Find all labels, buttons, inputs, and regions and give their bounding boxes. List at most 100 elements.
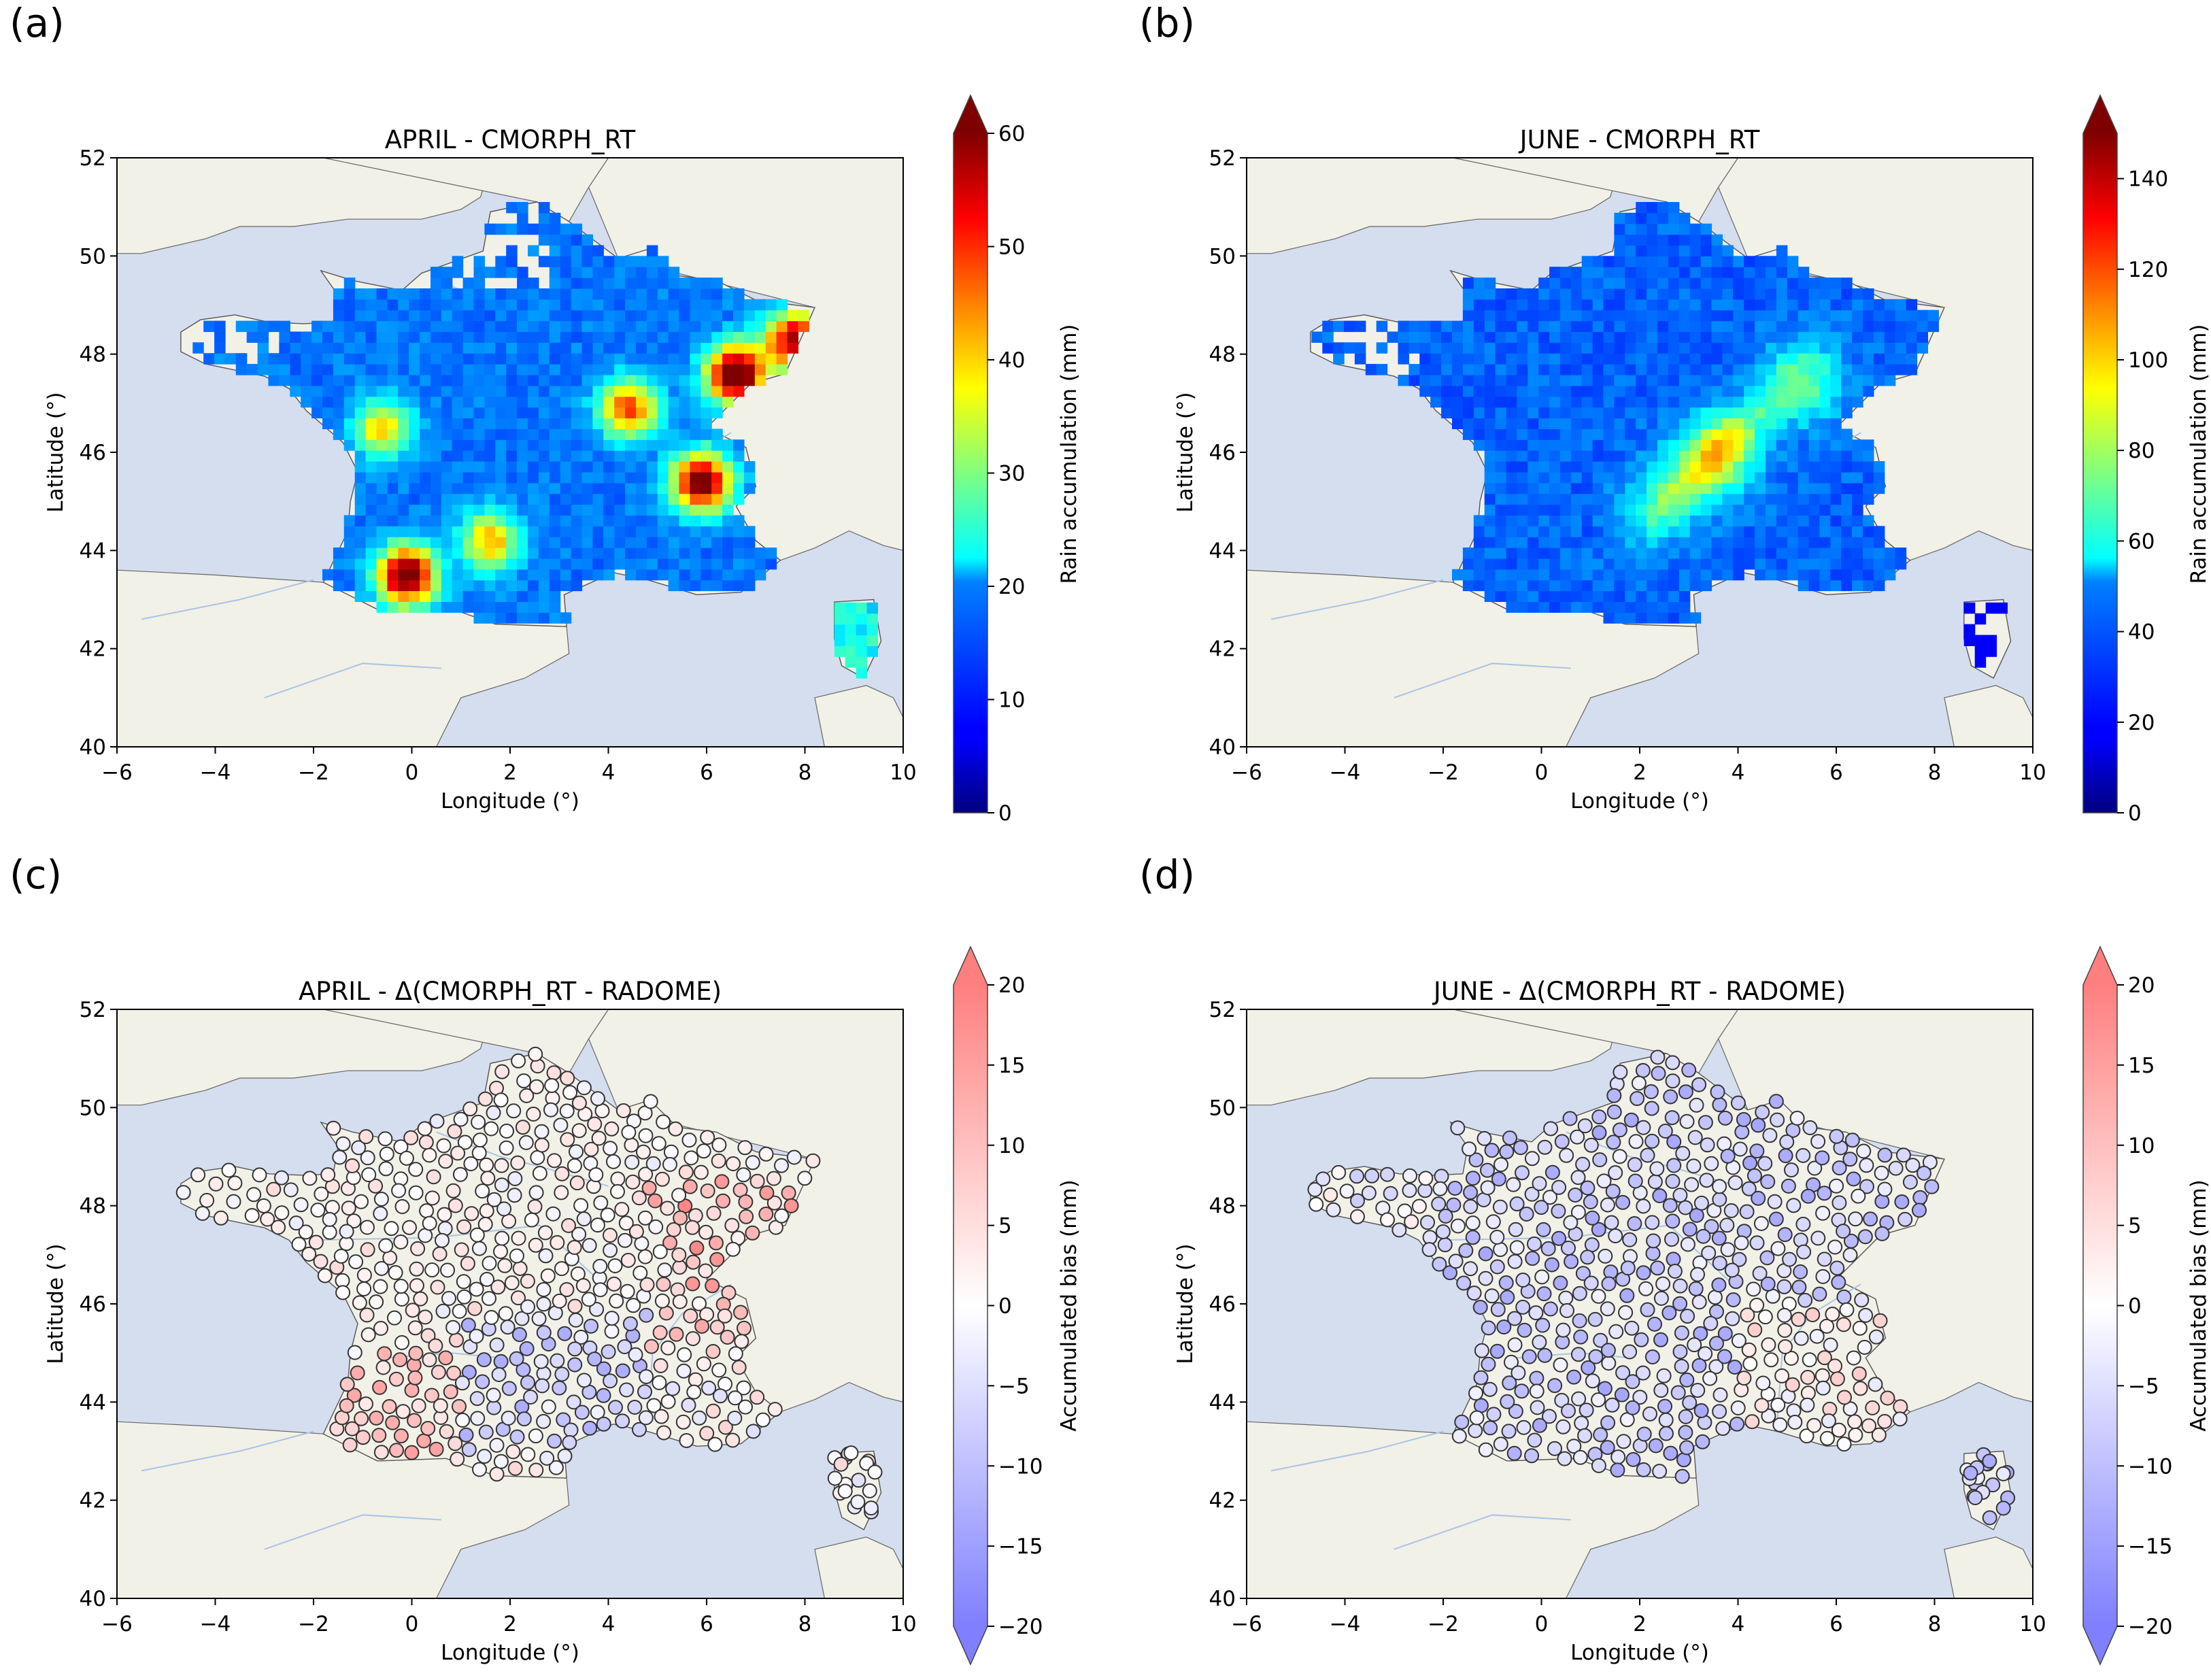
rain-cell [354,439,367,451]
rain-cell [1570,461,1583,473]
rain-cell [1549,375,1561,386]
rain-cell [462,353,475,365]
station-marker [1524,1448,1540,1464]
rain-cell [1798,407,1810,419]
station-marker [1644,1101,1659,1116]
station-marker [509,1248,524,1264]
station-marker [1636,1265,1651,1281]
rain-cell [376,342,388,354]
rain-cell [343,418,356,429]
station-marker [375,1360,391,1375]
rain-cell [1398,320,1409,333]
rain-cell [441,385,453,397]
rain-cell [1473,439,1485,451]
rain-cell [1647,537,1658,548]
rain-cell [1473,569,1485,581]
station-marker [433,1398,448,1413]
rain-cell [1570,537,1583,548]
station-marker [1619,1288,1635,1303]
rain-cell [1808,288,1820,300]
rain-cell [322,418,334,429]
y-tick-label: 44 [80,539,106,563]
rain-cell [1528,439,1539,451]
rain-cell [1711,482,1723,494]
rain-cell [387,504,399,516]
station-marker [636,1144,651,1160]
rain-cell [690,493,701,505]
rain-cell [1636,353,1647,365]
rain-cell [1614,439,1625,451]
rain-cell [343,515,356,526]
rain-cell [398,364,409,375]
rain-cell [1560,331,1572,343]
rain-cell [1884,320,1896,333]
rain-cell [1592,558,1604,570]
rain-cell [657,299,669,311]
rain-cell [1776,482,1788,494]
rain-cell [1678,579,1691,592]
rain-cell [322,342,334,354]
rain-cell [1689,353,1702,365]
rain-cell [495,515,507,526]
rain-cell [420,526,431,537]
rain-cell [711,342,723,354]
rain-cell [1830,515,1842,526]
rain-cell [571,450,583,462]
rain-cell [603,461,615,473]
rain-cell [1808,331,1820,343]
rain-cell [549,612,561,624]
rain-cell [1917,331,1928,343]
rain-cell [1560,601,1572,613]
river [1270,579,1444,620]
rain-cell [1766,461,1777,473]
station-marker [833,1456,849,1472]
rain-cell [1408,375,1420,386]
rain-cell [1722,342,1734,354]
y-tick-label: 52 [1209,146,1236,171]
rain-cell [495,612,507,624]
rain-cell [484,407,496,419]
rain-cell [1798,526,1810,537]
station-marker [758,1146,774,1162]
rain-cell [1819,450,1831,462]
rain-cell [398,375,409,386]
rain-cell [484,537,496,548]
rain-cell [1517,331,1528,343]
rain-cell [1819,375,1831,386]
rain-cell [1636,320,1647,333]
rain-cell [1581,353,1593,365]
rain-cell [1528,601,1539,613]
station-marker [1447,1181,1463,1196]
rain-cell [431,471,442,484]
rain-cell [1700,320,1712,333]
rain-cell [1625,353,1636,365]
rain-cell [484,309,496,322]
station-marker [1717,1136,1732,1152]
station-marker [1703,1315,1719,1331]
rain-cell [376,515,388,526]
colorbar-extend-min [2083,1626,2117,1664]
rain-cell [409,320,420,333]
rain-cell [354,569,367,581]
rain-cell [441,439,453,451]
station-marker [1612,1122,1627,1138]
rain-cell [517,353,528,365]
rain-cell [1581,267,1593,278]
rain-cell [462,450,475,462]
station-marker [577,1373,592,1388]
station-marker [638,1166,654,1182]
rain-cell [1787,439,1799,451]
colorbar-tick-label: 10 [998,688,1025,713]
rain-cell [1528,353,1539,365]
rain-cell [1419,375,1431,386]
rain-cell [1733,429,1744,440]
station-marker [301,1246,317,1262]
rain-cell [1755,461,1766,473]
rain-cell [235,364,248,375]
rain-cell [1581,375,1593,386]
station-marker [378,1238,394,1254]
panel-letter: (c) [10,852,62,898]
rain-cell [1711,364,1723,375]
rain-cell [1755,267,1766,278]
colorbar-tick-label: 30 [998,462,1025,486]
